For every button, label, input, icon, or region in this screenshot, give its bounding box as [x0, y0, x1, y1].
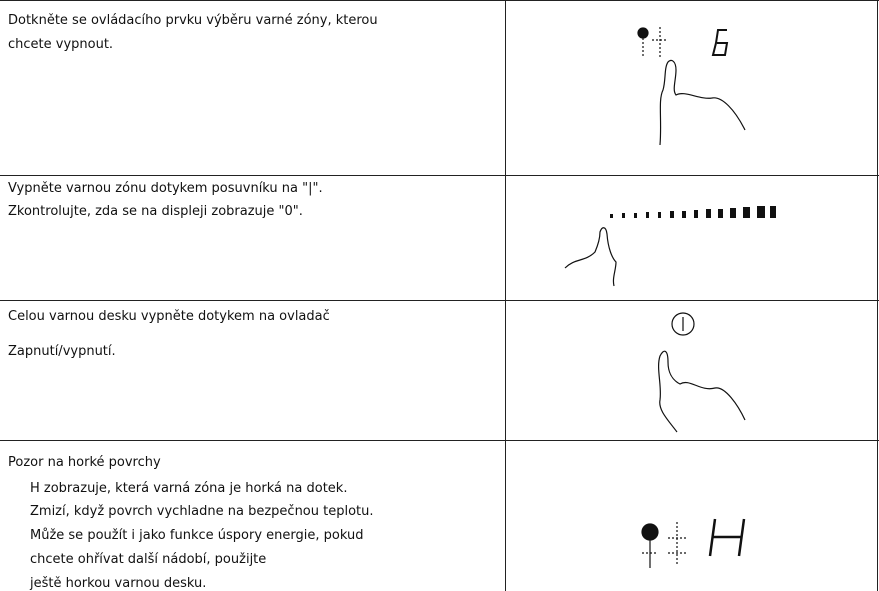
- dot: [641, 523, 659, 541]
- rule: [0, 440, 879, 441]
- text: chcete vypnout.: [8, 37, 114, 52]
- text: Může se použít i jako funkce úspory ener…: [30, 528, 364, 543]
- slider: [610, 206, 776, 218]
- rule: [0, 175, 879, 176]
- text: Zmizí, když povrch vychladne na bezpečno…: [30, 504, 374, 519]
- hand: [564, 227, 617, 287]
- text: Celou varnou desku vypněte dotykem na ov…: [8, 309, 330, 324]
- letter-h: [708, 518, 746, 557]
- text: Dotkněte se ovládacího prvku výběru varn…: [8, 13, 378, 28]
- rule: [877, 0, 878, 591]
- text: Pozor na horké povrchy: [8, 455, 161, 470]
- text: Zkontrolujte, zda se na displeji zobrazu…: [8, 204, 303, 219]
- text: chcete ohřívat další nádobí, použijte: [30, 552, 267, 567]
- text: Vypněte varnou zónu dotykem posuvníku na…: [8, 181, 323, 196]
- digit-six: [711, 29, 729, 56]
- hand: [659, 59, 746, 146]
- text: H zobrazuje, která varná zóna je horká n…: [30, 481, 348, 496]
- power-icon: [671, 312, 695, 336]
- text: ještě horkou varnou desku.: [30, 576, 207, 591]
- hand: [657, 350, 746, 433]
- dot: [637, 27, 649, 39]
- rule: [0, 0, 879, 1]
- text: Zapnutí/vypnutí.: [8, 344, 116, 359]
- rule: [0, 300, 879, 301]
- rule: [505, 0, 506, 591]
